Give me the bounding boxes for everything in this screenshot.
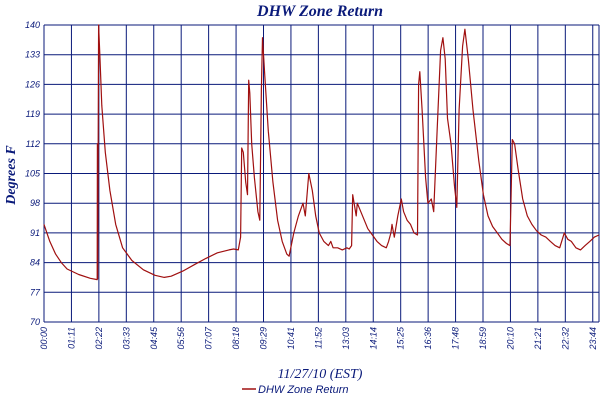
chart-title: DHW Zone Return	[256, 3, 383, 20]
y-tick-label: 77	[30, 287, 41, 297]
legend-label: DHW Zone Return	[258, 384, 348, 396]
x-tick-label: 15:25	[396, 326, 406, 350]
x-tick-label: 16:36	[423, 327, 433, 350]
y-tick-label: 133	[25, 50, 40, 60]
y-tick-label: 105	[25, 169, 41, 179]
series-layer	[43, 24, 600, 281]
x-tick-label: 18:59	[478, 327, 488, 350]
x-tick-label: 13:03	[341, 327, 351, 350]
x-tick-label: 00:00	[39, 327, 49, 350]
y-axis-label: Degrees F	[4, 145, 19, 206]
series-line-dhw-zone-return	[43, 24, 600, 281]
x-tick-label: 20:10	[505, 327, 515, 351]
x-tick-label: 22:32	[560, 327, 570, 351]
x-tick-label: 04:45	[149, 326, 159, 350]
x-tick-label: 17:48	[451, 327, 461, 350]
y-tick-label: 98	[30, 198, 40, 208]
y-tick-label: 119	[26, 109, 40, 119]
x-tick-label: 23:44	[588, 327, 598, 351]
x-tick-label: 14:14	[368, 327, 378, 350]
x-axis-label: 11/27/10 (EST)	[278, 367, 363, 382]
y-tick-label: 126	[25, 79, 40, 89]
y-tick-label: 112	[26, 139, 40, 149]
x-tick-label: 07:07	[204, 326, 214, 350]
legend: DHW Zone Return	[242, 384, 348, 396]
x-tick-label: 11:52	[313, 327, 323, 349]
x-tick-label: 10:41	[286, 327, 296, 350]
x-tick-label: 05:56	[176, 327, 186, 350]
x-tick-label: 01:11	[66, 327, 76, 349]
x-tick-label: 08:18	[231, 327, 241, 350]
tick-labels: 70 77 84 91 98 105 112 119 126 133 140 00:00 01:11 02…	[25, 20, 598, 351]
y-tick-label: 91	[30, 228, 40, 238]
y-tick-label: 84	[30, 258, 40, 268]
x-tick-label: 09:29	[259, 327, 269, 350]
y-tick-label: 140	[25, 20, 40, 30]
x-tick-label: 21:21	[533, 327, 543, 351]
y-tick-label: 70	[30, 317, 40, 327]
x-tick-label: 02:22	[94, 327, 104, 350]
x-tick-label: 03:33	[121, 327, 131, 350]
grid	[43, 24, 600, 323]
